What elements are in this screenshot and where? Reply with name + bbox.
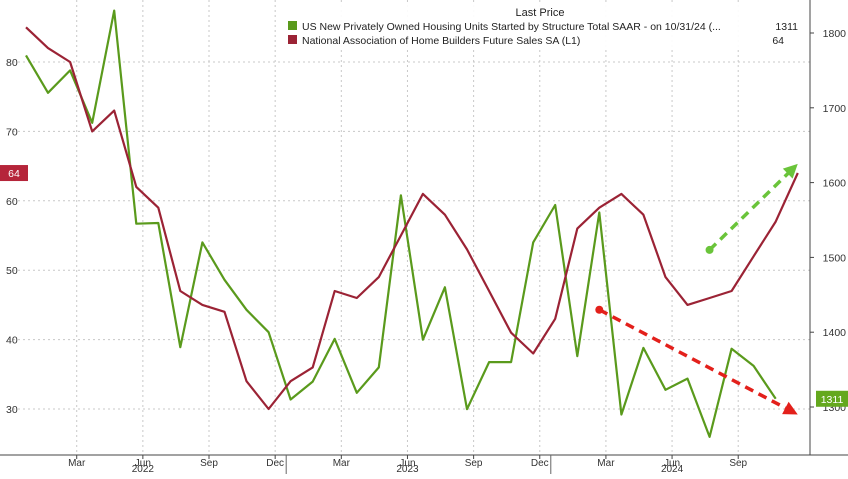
trend-arrow-head [782,163,798,179]
series-layer [25,9,799,438]
last-value-tag-housing-text: 1311 [821,394,844,406]
x-tick-label: Jun [135,458,151,469]
series-line-nahb-future-sales [25,26,799,411]
legend-swatch-nahb [288,35,297,44]
trend-arrow-up [708,166,796,252]
x-tick-label: Mar [68,458,86,469]
trend-arrow-start-dot [595,305,604,314]
x-tick-label: Jun [664,458,680,469]
legend-box [280,3,805,49]
y-left-tick-label: 40 [6,335,18,347]
legend: Last Price US New Privately Owned Housin… [280,3,805,49]
x-year-label: 2023 [396,464,419,474]
x-tick-label: Jun [399,458,415,469]
y-right-tick-label: 1600 [823,178,847,190]
trend-arrow-start-dot [705,245,714,254]
y-left-tick-label: 80 [6,57,18,69]
trend-arrow-down [598,308,791,412]
legend-swatch-housing [288,21,297,30]
legend-value-nahb: 64 [772,35,784,47]
x-tick-label: Dec [531,458,549,469]
last-value-tag-nahb-text: 64 [8,168,20,180]
legend-label-nahb: National Association of Home Builders Fu… [302,35,580,47]
x-tick-label: Sep [465,458,483,469]
legend-label-housing: US New Privately Owned Housing Units Sta… [302,21,721,33]
trend-arrow-head [782,401,798,415]
last-value-tag-nahb: 64 [0,165,28,182]
x-tick-label: Mar [333,458,351,469]
y-left-tick-label: 70 [6,126,18,138]
legend-title: Last Price [516,7,565,19]
grid-layer [8,0,810,455]
last-value-tag-housing-box [816,390,848,407]
series-line-housing-starts [25,9,777,438]
x-tick-label: Dec [266,458,284,469]
y-right-tick-label: 1400 [823,327,847,339]
y-left-tick-label: 50 [6,265,18,277]
x-tick-label: Mar [597,458,615,469]
y-right-tick-label: 1500 [823,252,847,264]
x-year-label: 2024 [661,464,684,474]
y-left-tick-label: 60 [6,196,18,208]
x-year-label: 2022 [132,464,155,474]
y-left-tick-label: 30 [6,404,18,416]
annotation-layer [595,163,798,415]
legend-value-housing: 1311 [775,21,798,33]
last-value-tag-nahb-box [0,165,28,182]
y-right-tick-label: 1800 [823,28,847,40]
y-right-tick-label: 1700 [823,103,847,115]
last-value-tag-housing: 1311 [816,390,848,407]
x-tick-label: Sep [729,458,747,469]
x-tick-label: Sep [200,458,218,469]
